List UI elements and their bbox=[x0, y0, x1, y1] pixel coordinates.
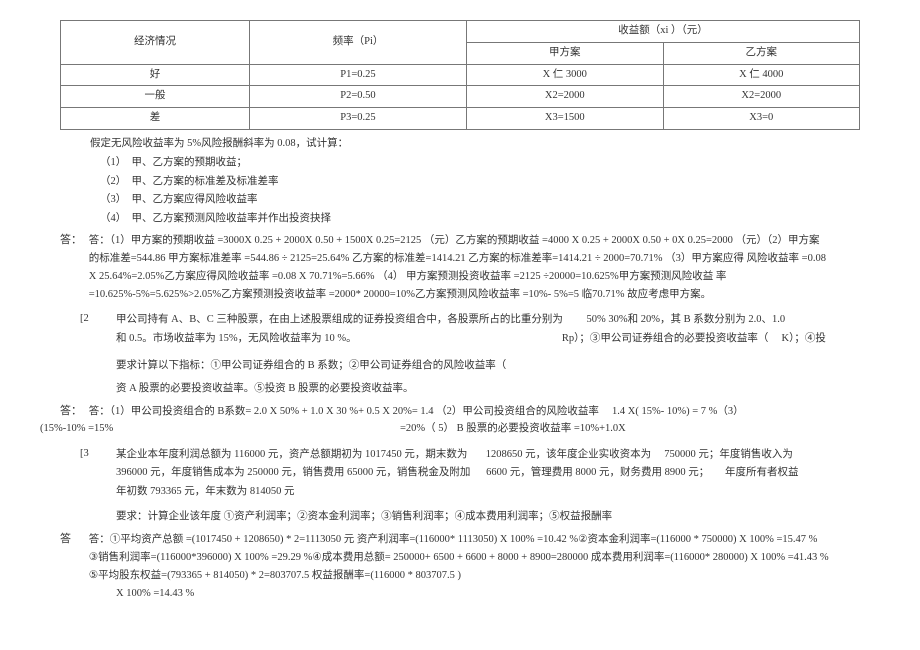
q1-item: （4） 甲、乙方案预测风险收益率并作出投资抉择 bbox=[100, 211, 860, 228]
q2-line: 和 0.5。市场收益率为 15%，无风险收益率为 10 %。 bbox=[116, 333, 357, 344]
q2-section: [2 甲公司持有 A、B、C 三种股票，在由上述股票组成的证券投资组合中，各股票… bbox=[60, 311, 860, 399]
q3-line: 年度所有者权益 bbox=[725, 467, 799, 478]
q2-answer: 答：（1）甲公司投资组合的 B系数= 2.0 X 50% + 1.0 X 30 … bbox=[89, 403, 829, 421]
q3-line: 6600 元，管理费用 8000 元，财务费用 8900 元； bbox=[486, 467, 709, 478]
q2-line: Rp）；③甲公司证券组合的必要投资收益率（ bbox=[562, 333, 769, 344]
q3-answer-row: 答 答：①平均资产总额 =(1017450 + 1208650) * 2=111… bbox=[60, 531, 860, 585]
q3-line: 年初数 793365 元，年末数为 814050 元 bbox=[116, 483, 860, 502]
q1-answer: 答：（1）甲方案的预期收益 =3000X 0.25 + 2000X 0.50 +… bbox=[89, 232, 829, 303]
question-number: [2 bbox=[80, 311, 89, 328]
th-prob: 频率（Pi） bbox=[249, 21, 466, 65]
th-plan-a: 甲方案 bbox=[467, 42, 663, 64]
answer-label: 答： bbox=[60, 232, 86, 250]
q1-item: （2） 甲、乙方案的标准差及标准差率 bbox=[100, 174, 860, 191]
q2-line: 50% 30%和 20%，其 B 系数分别为 2.0、1.0 bbox=[586, 314, 785, 325]
q3-line: 396000 元，年度销售成本为 250000 元，销售费用 65000 元，销… bbox=[116, 467, 470, 478]
q1-item: （3） 甲、乙方案应得风险收益率 bbox=[100, 192, 860, 209]
table-row: 好 P1=0.25 X 仁 3000 X 仁 4000 bbox=[61, 64, 860, 86]
q3-line: 某企业本年度利润总额为 116000 元，资产总额期初为 1017450 元，期… bbox=[116, 449, 467, 460]
q3-section: [3 某企业本年度利润总额为 116000 元，资产总额期初为 1017450 … bbox=[60, 446, 860, 528]
q1-answer-row: 答： 答：（1）甲方案的预期收益 =3000X 0.25 + 2000X 0.5… bbox=[60, 232, 860, 303]
answer-label: 答： bbox=[60, 403, 86, 421]
q2-line: 甲公司持有 A、B、C 三种股票，在由上述股票组成的证券投资组合中，各股票所占的… bbox=[116, 314, 563, 325]
q2-side-note: (15%-10% =15% bbox=[40, 421, 113, 438]
scenario-table: 经济情况 频率（Pi） 收益额（xi ）（元） 甲方案 乙方案 好 P1=0.2… bbox=[60, 20, 860, 130]
answer-label: 答 bbox=[60, 531, 86, 549]
q2-line: K）；④投 bbox=[782, 333, 826, 344]
question-number: [3 bbox=[80, 446, 89, 463]
q3-answer-tail: X 100% =14.43 % bbox=[116, 585, 860, 604]
table-row: 一般 P2=0.50 X2=2000 X2=2000 bbox=[61, 86, 860, 108]
q2-answer-tail: =20%（ 5） B 股票的必要投资收益率 =10%+1.0X bbox=[400, 421, 626, 438]
q3-requirement: 要求：计算企业该年度 ①资产利润率；②资本金利润率；③销售利润率；④成本费用利润… bbox=[116, 508, 860, 527]
q2-answer-row: 答： 答：（1）甲公司投资组合的 B系数= 2.0 X 50% + 1.0 X … bbox=[60, 403, 860, 421]
q2-line: 资 A 股票的必要投资收益率。⑤投资 B 股票的必要投资收益率。 bbox=[116, 380, 860, 399]
q1-item: （1） 甲、乙方案的预期收益； bbox=[100, 155, 860, 172]
th-plan-b: 乙方案 bbox=[663, 42, 860, 64]
th-econ: 经济情况 bbox=[61, 21, 250, 65]
q3-line: 750000 元；年度销售收入为 bbox=[664, 449, 793, 460]
q2-line: 要求计算以下指标：①甲公司证券组合的 B 系数；②甲公司证券组合的风险收益率（ bbox=[116, 357, 860, 376]
th-return: 收益额（xi ）（元） bbox=[467, 21, 860, 43]
table-row: 差 P3=0.25 X3=1500 X3=0 bbox=[61, 108, 860, 130]
q3-answer: 答：①平均资产总额 =(1017450 + 1208650) * 2=11130… bbox=[89, 531, 829, 585]
q3-line: 1208650 元，该年度企业实收资本为 bbox=[486, 449, 651, 460]
q1-intro: 假定无风险收益率为 5%风险报酬斜率为 0.08，试计算： bbox=[90, 136, 860, 153]
